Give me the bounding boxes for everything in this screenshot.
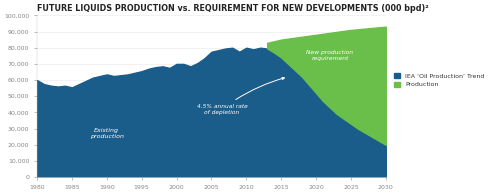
- Text: FUTURE LIQUIDS PRODUCTION vs. REQUIREMENT FOR NEW DEVELOPMENTS (000 bpd)²: FUTURE LIQUIDS PRODUCTION vs. REQUIREMEN…: [37, 4, 429, 13]
- Text: 4.5% annual rate
of depletion: 4.5% annual rate of depletion: [196, 77, 284, 115]
- Text: Existing
production: Existing production: [90, 128, 124, 139]
- Legend: IEA ‘Oil Production’ Trend, Production: IEA ‘Oil Production’ Trend, Production: [392, 72, 486, 89]
- Text: New production
requirement: New production requirement: [306, 50, 353, 61]
